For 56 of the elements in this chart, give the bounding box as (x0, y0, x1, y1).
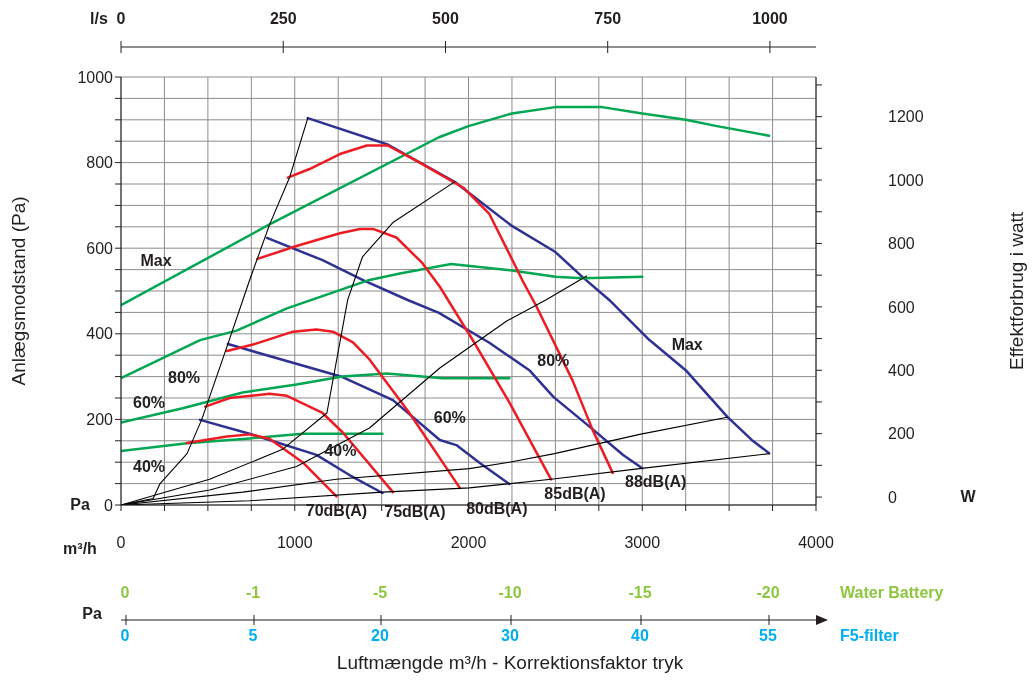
series-label: 70dB(A) (305, 501, 368, 519)
y-tick-label: 800 (86, 154, 114, 172)
x2-tick-label: 250 (269, 9, 297, 27)
y-axis-title: Anlægsmodstand (Pa) (7, 196, 29, 386)
text: Pa (82, 605, 102, 623)
series-label: 85dB(A) (544, 484, 606, 502)
text: 5 (248, 627, 258, 645)
text: -20 (756, 584, 780, 602)
text: F5-filter (840, 627, 899, 645)
series-label: Max (140, 251, 172, 269)
text: 20 (371, 627, 389, 645)
x2-axis-title: l/s (90, 9, 108, 27)
x2-tick-label: 0 (116, 9, 126, 27)
y2-axis-title: Effektforbrug i watt (1005, 211, 1027, 371)
x-tick-label: 1000 (276, 534, 313, 552)
series-label: 40% (324, 442, 357, 460)
series-label: Max (671, 336, 703, 354)
y-tick-label: 0 (104, 496, 114, 514)
y-tick-label: 600 (86, 239, 114, 257)
y-tick-label: 400 (86, 325, 114, 343)
x-tick-label: 4000 (798, 534, 834, 552)
y2-tick-label: 600 (888, 298, 915, 316)
text: W (960, 488, 976, 506)
series-label: 60% (433, 409, 466, 427)
y2-tick-label: 1000 (888, 171, 924, 189)
text: 0 (120, 627, 130, 645)
text: -1 (245, 584, 261, 602)
y2-tick-label: 800 (888, 235, 915, 253)
series-label: 60% (132, 394, 166, 412)
text: Pa (70, 496, 90, 514)
x-tick-label: 0 (116, 534, 126, 552)
y-tick-label: 1000 (77, 68, 114, 86)
text: -15 (628, 584, 652, 602)
x2-tick-label: 500 (432, 9, 459, 27)
text: 55 (759, 627, 777, 645)
series-label: 80% (167, 368, 201, 386)
y2-tick-label: 200 (888, 425, 915, 443)
y2-tick-label: 1200 (888, 108, 924, 126)
y2-tick-label: 400 (888, 361, 915, 379)
text: -10 (498, 584, 522, 602)
x-tick-label: 2000 (450, 534, 487, 552)
text: 0 (120, 584, 130, 602)
series-label: 40% (132, 457, 166, 475)
y-tick-label: 200 (86, 411, 114, 429)
x2-tick-label: 1000 (752, 9, 788, 27)
text: Water Battery (840, 584, 944, 602)
y2-tick-label: 0 (888, 488, 897, 506)
text: 40 (631, 627, 649, 645)
text: 30 (501, 627, 519, 645)
series-label: 88dB(A) (625, 473, 687, 491)
x2-tick-label: 750 (594, 9, 622, 27)
series-label: 75dB(A) (384, 502, 446, 520)
text: Luftmængde m³/h - Korrektionsfaktor tryk (336, 652, 684, 674)
x-tick-label: 3000 (624, 534, 661, 552)
text: m³/h (63, 540, 97, 558)
text: -5 (372, 584, 388, 602)
